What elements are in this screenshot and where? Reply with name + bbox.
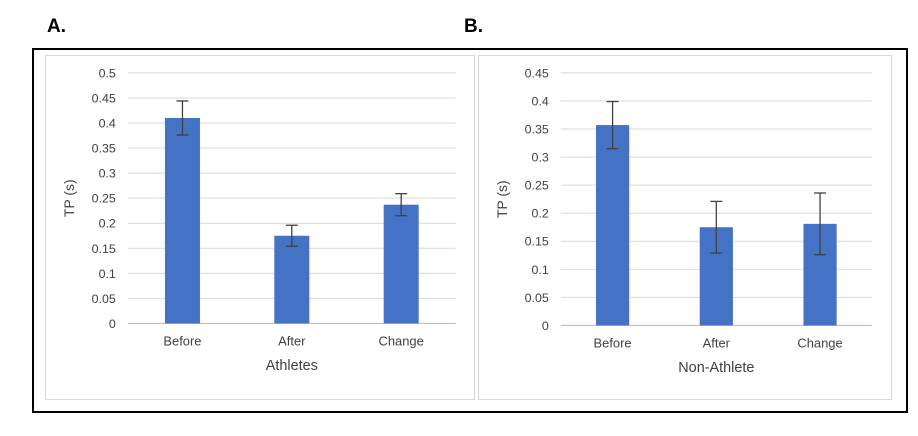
y-tick-label: 0.1 (532, 263, 549, 277)
y-tick-label: 0.2 (532, 207, 549, 221)
figure-border-box: 0 0.05 0.1 0.15 0.2 0.25 0.3 0.35 0.4 0.45 0.5 Befo… (32, 48, 908, 413)
y-tick-label: 0.45 (92, 91, 116, 105)
y-tick-label: 0.35 (92, 142, 116, 156)
y-tick-label: 0.05 (92, 292, 116, 306)
y-tick-label: 0.3 (99, 167, 116, 181)
y-tick-label: 0.15 (525, 235, 549, 249)
y-tick-label: 0.4 (99, 116, 116, 130)
y-tick-label: 0.5 (99, 66, 116, 80)
x-category-label: Change (379, 333, 424, 348)
bar-before (595, 125, 630, 326)
y-axis-title: TP (s) (61, 179, 77, 217)
x-axis-title: Non-Athlete (678, 360, 754, 376)
x-category-label: Before (594, 335, 632, 350)
bar-after (274, 235, 310, 324)
x-category-label: After (278, 333, 306, 348)
athletes-bar-chart: 0 0.05 0.1 0.15 0.2 0.25 0.3 0.35 0.4 0.45 0.5 Befo… (61, 66, 456, 374)
bar-change (383, 204, 419, 324)
y-tick-label: 0.1 (99, 267, 116, 281)
bar-before (164, 117, 200, 324)
x-category-label: Before (163, 333, 201, 348)
x-category-label: After (703, 335, 731, 350)
y-tick-label: 0.2 (99, 217, 116, 231)
y-tick-label: 0.25 (92, 192, 116, 206)
y-tick-label: 0.35 (525, 122, 549, 136)
chart-panel-non-athlete: 0 0.05 0.1 0.15 0.2 0.25 0.3 0.35 0.4 0.45 Before A… (478, 55, 892, 400)
y-tick-label: 0 (109, 317, 116, 331)
y-tick-label: 0.3 (532, 151, 549, 165)
y-tick-label: 0.05 (525, 291, 549, 305)
y-axis-title: TP (s) (494, 180, 510, 218)
chart-panel-athletes: 0 0.05 0.1 0.15 0.2 0.25 0.3 0.35 0.4 0.45 0.5 Befo… (45, 55, 475, 400)
non-athlete-bar-chart: 0 0.05 0.1 0.15 0.2 0.25 0.3 0.35 0.4 0.45 Before A… (494, 66, 872, 376)
y-tick-label: 0.45 (525, 66, 549, 80)
y-tick-label: 0.25 (525, 179, 549, 193)
x-category-label: Change (797, 335, 842, 350)
y-tick-label: 0 (542, 319, 549, 333)
x-axis-title: Athletes (266, 358, 318, 374)
y-tick-label: 0.15 (92, 242, 116, 256)
panel-b-label: B. (464, 16, 483, 37)
panel-a-label: A. (47, 16, 66, 37)
y-tick-label: 0.4 (532, 94, 549, 108)
